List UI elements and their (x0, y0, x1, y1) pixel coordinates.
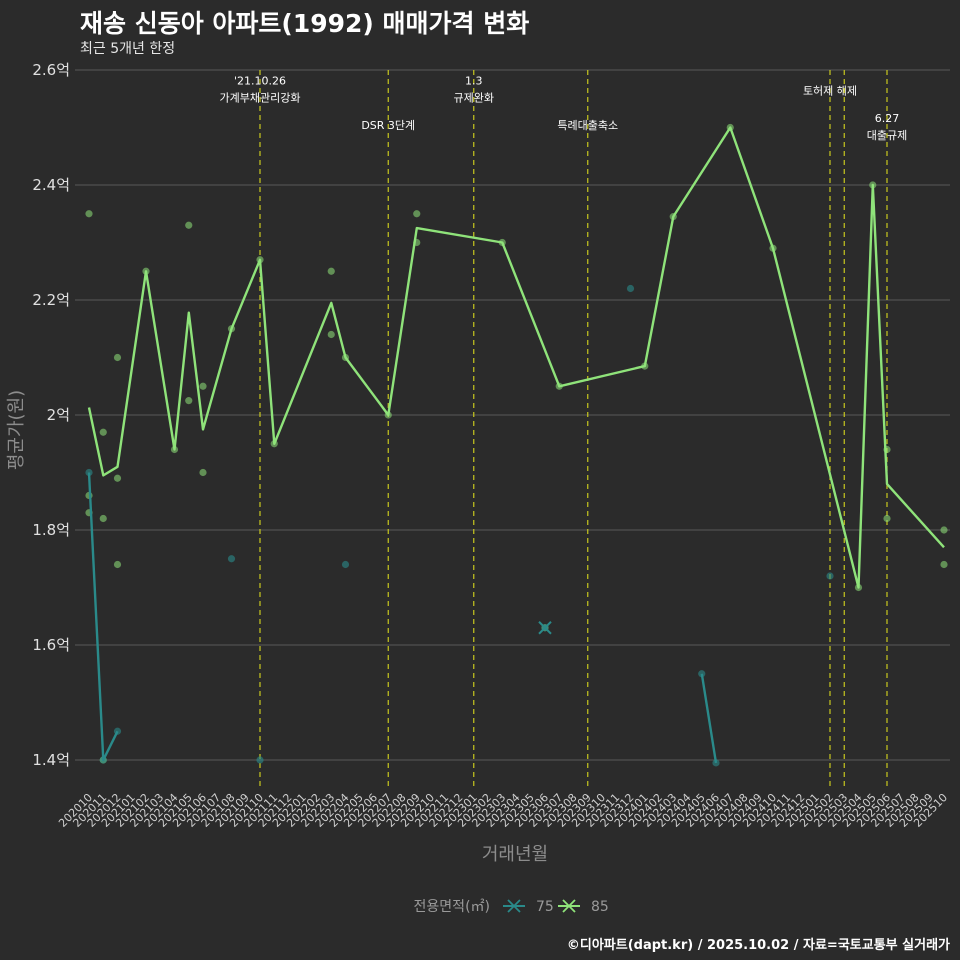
legend-label-75: 75 (536, 899, 554, 915)
series-line-75 (700, 673, 718, 764)
legend: 전용면적(㎡) 75 85 (414, 899, 609, 915)
data-point-85 (113, 560, 122, 569)
data-point-85 (185, 221, 193, 229)
data-point-75 (341, 560, 350, 569)
series-line-75 (87, 472, 119, 762)
data-point-85 (940, 560, 948, 569)
event-label: 6.27 (875, 112, 900, 125)
source-caption: ©디아파트(dapt.kr) / 2025.10.02 / 자료=국토교통부 실… (566, 938, 950, 953)
series-layer (85, 123, 948, 767)
event-label: 특례대출축소 (557, 119, 618, 132)
data-point-85 (413, 210, 421, 218)
event-label: DSR 3단계 (361, 119, 415, 132)
y-tick-label: 2.4억 (32, 176, 70, 194)
data-point-85 (85, 210, 93, 218)
legend-marker-85 (562, 899, 576, 913)
legend-label-85: 85 (591, 899, 609, 915)
legend-title: 전용면적(㎡) (414, 899, 490, 915)
y-tick-label: 1.6억 (32, 636, 70, 654)
data-point-75 (626, 284, 635, 293)
y-tick-label: 1.8억 (32, 521, 70, 539)
overlap-marker (538, 621, 552, 635)
chart-title: 재송 신동아 아파트(1992) 매매가격 변화 (80, 9, 530, 38)
chart-subtitle: 최근 5개년 한정 (80, 41, 176, 57)
data-point-85 (883, 514, 891, 523)
data-point-85 (113, 474, 122, 482)
y-axis-title: 평균가(원) (6, 390, 27, 470)
data-point-85 (199, 468, 207, 477)
event-label: 규제완화 (454, 91, 494, 104)
grid-layer (75, 69, 950, 761)
data-point-75 (826, 572, 834, 580)
x-axis-title: 거래년월 (482, 844, 548, 865)
data-point-85 (940, 526, 948, 534)
y-tick-label: 1.4억 (32, 751, 70, 769)
event-label: 1.3 (465, 74, 483, 87)
event-label: 토허제 해제 (803, 84, 857, 98)
data-point-75 (256, 756, 264, 764)
event-label: 대출규제 (867, 129, 907, 142)
data-point-85 (327, 330, 335, 339)
data-point-85 (199, 382, 207, 390)
y-tick-label: 2.6억 (32, 61, 70, 79)
event-label: 가계부채관리강화 (220, 91, 301, 104)
data-point-75 (227, 555, 236, 563)
data-point-85 (185, 397, 193, 405)
series-line-85 (87, 126, 945, 589)
data-point-85 (113, 353, 122, 362)
y-tick-label: 2.2억 (32, 291, 70, 309)
data-point-85 (327, 267, 335, 275)
data-point-85 (99, 428, 107, 436)
axis-layer: 1.4억1.6억1.8억2억2.2억2.4억2.6억20201020201120… (6, 61, 950, 865)
data-point-75 (698, 670, 706, 678)
data-point-85 (99, 514, 107, 523)
y-tick-label: 2억 (47, 406, 70, 424)
legend-marker-75 (507, 899, 521, 913)
event-label: '21.10.26 (234, 74, 286, 87)
